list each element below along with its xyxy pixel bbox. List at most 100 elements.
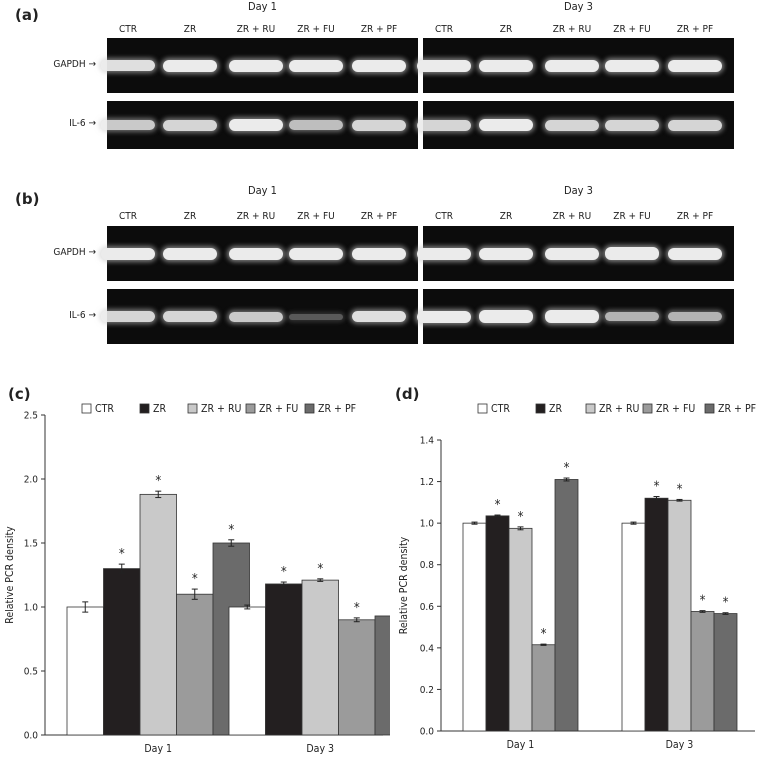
significance-star: * — [281, 565, 287, 580]
gel-day3 — [417, 226, 734, 281]
gel-band — [545, 59, 599, 72]
gel-band — [229, 247, 283, 260]
y-tick-label: 0.0 — [420, 727, 435, 738]
gel-band — [289, 59, 343, 72]
y-tick-label: 2.5 — [24, 411, 38, 422]
gel-band — [101, 247, 155, 260]
lane-label: CTR — [118, 24, 138, 35]
y-tick-label: 1.2 — [420, 477, 434, 488]
legend-swatch — [704, 403, 715, 414]
gel-day3 — [417, 101, 734, 149]
y-tick-label: 1.0 — [24, 603, 39, 614]
bar — [139, 493, 177, 736]
legend-label: ZR — [549, 403, 562, 415]
significance-star: * — [192, 572, 198, 587]
lane-label: ZR + FU — [297, 211, 335, 222]
significance-star: * — [119, 547, 125, 562]
lane-label: ZR + PF — [360, 211, 398, 222]
gel-band — [289, 247, 343, 260]
chart-c: 0.0 0.5 1.0 1.5 2.0 2.5 Relative PCR density CT… — [4, 403, 390, 755]
legend-label: ZR + FU — [259, 403, 298, 415]
bar — [228, 606, 266, 736]
significance-star: * — [723, 596, 729, 611]
legend-label: ZR + PF — [318, 403, 356, 415]
gel-band — [229, 119, 283, 131]
y-axis-label: Relative PCR density — [398, 536, 410, 634]
gel-images: Day 1 Day 3 CTR ZR ZR + RU ZR + FU ZR + PF CTR Z… — [0, 0, 757, 360]
bar — [485, 515, 510, 732]
y-tick-label: 0.4 — [420, 643, 435, 654]
gel-band — [101, 311, 155, 322]
gel-band — [479, 310, 533, 323]
y-tick-label: 2.0 — [24, 475, 39, 486]
significance-star: * — [541, 627, 547, 642]
bar — [690, 611, 715, 732]
gel-band — [605, 312, 659, 321]
gel-day1 — [101, 226, 418, 281]
x-category-label: Day 1 — [507, 739, 535, 751]
significance-star: * — [317, 562, 323, 577]
lane-label: CTR — [434, 24, 454, 35]
legend-swatch — [535, 403, 546, 414]
significance-star: * — [700, 594, 706, 609]
gel-band — [417, 119, 471, 131]
gel-day3 — [417, 289, 734, 344]
lane-label: ZR — [183, 24, 197, 35]
lane-label: ZR + FU — [613, 24, 651, 35]
gel-day1 — [101, 101, 418, 149]
lane-label: ZR + FU — [297, 24, 335, 35]
lane-label: ZR + PF — [360, 24, 398, 35]
y-tick-label: 0.2 — [420, 685, 434, 696]
gel-band — [229, 59, 283, 72]
legend-swatch — [187, 403, 198, 414]
gel-band — [605, 59, 659, 72]
gel-day1-label: Day 1 — [248, 184, 277, 197]
bar — [667, 499, 692, 732]
legend-swatch — [139, 403, 150, 414]
legend-swatch — [477, 403, 488, 414]
y-tick-label: 0.5 — [24, 667, 38, 678]
bar — [103, 568, 141, 736]
legend-swatch — [585, 403, 596, 414]
row-label: IL-6 → — [69, 309, 96, 321]
gel-band — [163, 59, 217, 72]
lane-label: ZR — [499, 24, 513, 35]
gel-band — [229, 311, 283, 322]
gel-band — [352, 311, 406, 322]
gel-day1-label: Day 1 — [248, 0, 277, 13]
bar — [66, 606, 104, 736]
significance-star: * — [155, 474, 161, 489]
legend-label: ZR + RU — [201, 403, 242, 415]
gel-day1 — [101, 289, 418, 344]
gel-band — [289, 313, 343, 320]
gel-band — [163, 119, 217, 131]
significance-star: * — [677, 482, 683, 497]
panel-label-c: (c) — [8, 385, 31, 403]
lane-label: ZR — [499, 211, 513, 222]
legend-label: ZR + RU — [599, 403, 640, 415]
legend-label: CTR — [491, 403, 510, 415]
y-axis-label: Relative PCR density — [4, 526, 16, 624]
gel-band — [417, 247, 471, 260]
lane-label: ZR + FU — [613, 211, 651, 222]
lane-label: CTR — [434, 211, 454, 222]
panel-label-a: (a) — [15, 6, 39, 24]
gel-band — [605, 247, 659, 260]
legend-label: CTR — [95, 403, 114, 415]
gel-band — [163, 311, 217, 322]
y-tick-label: 1.0 — [420, 519, 435, 530]
gel-band — [352, 247, 406, 260]
y-tick-label: 0.0 — [24, 731, 39, 742]
gel-day3-label: Day 3 — [564, 0, 593, 13]
lane-label: ZR + RU — [236, 24, 276, 35]
bar — [644, 497, 669, 732]
gel-day1 — [101, 38, 418, 93]
gel-band — [479, 119, 533, 131]
bar — [265, 583, 303, 736]
gel-band — [668, 247, 722, 260]
bar — [508, 527, 533, 732]
gel-band — [545, 247, 599, 260]
bar — [713, 613, 738, 732]
gel-band — [417, 310, 471, 323]
gel-day3 — [417, 38, 734, 93]
